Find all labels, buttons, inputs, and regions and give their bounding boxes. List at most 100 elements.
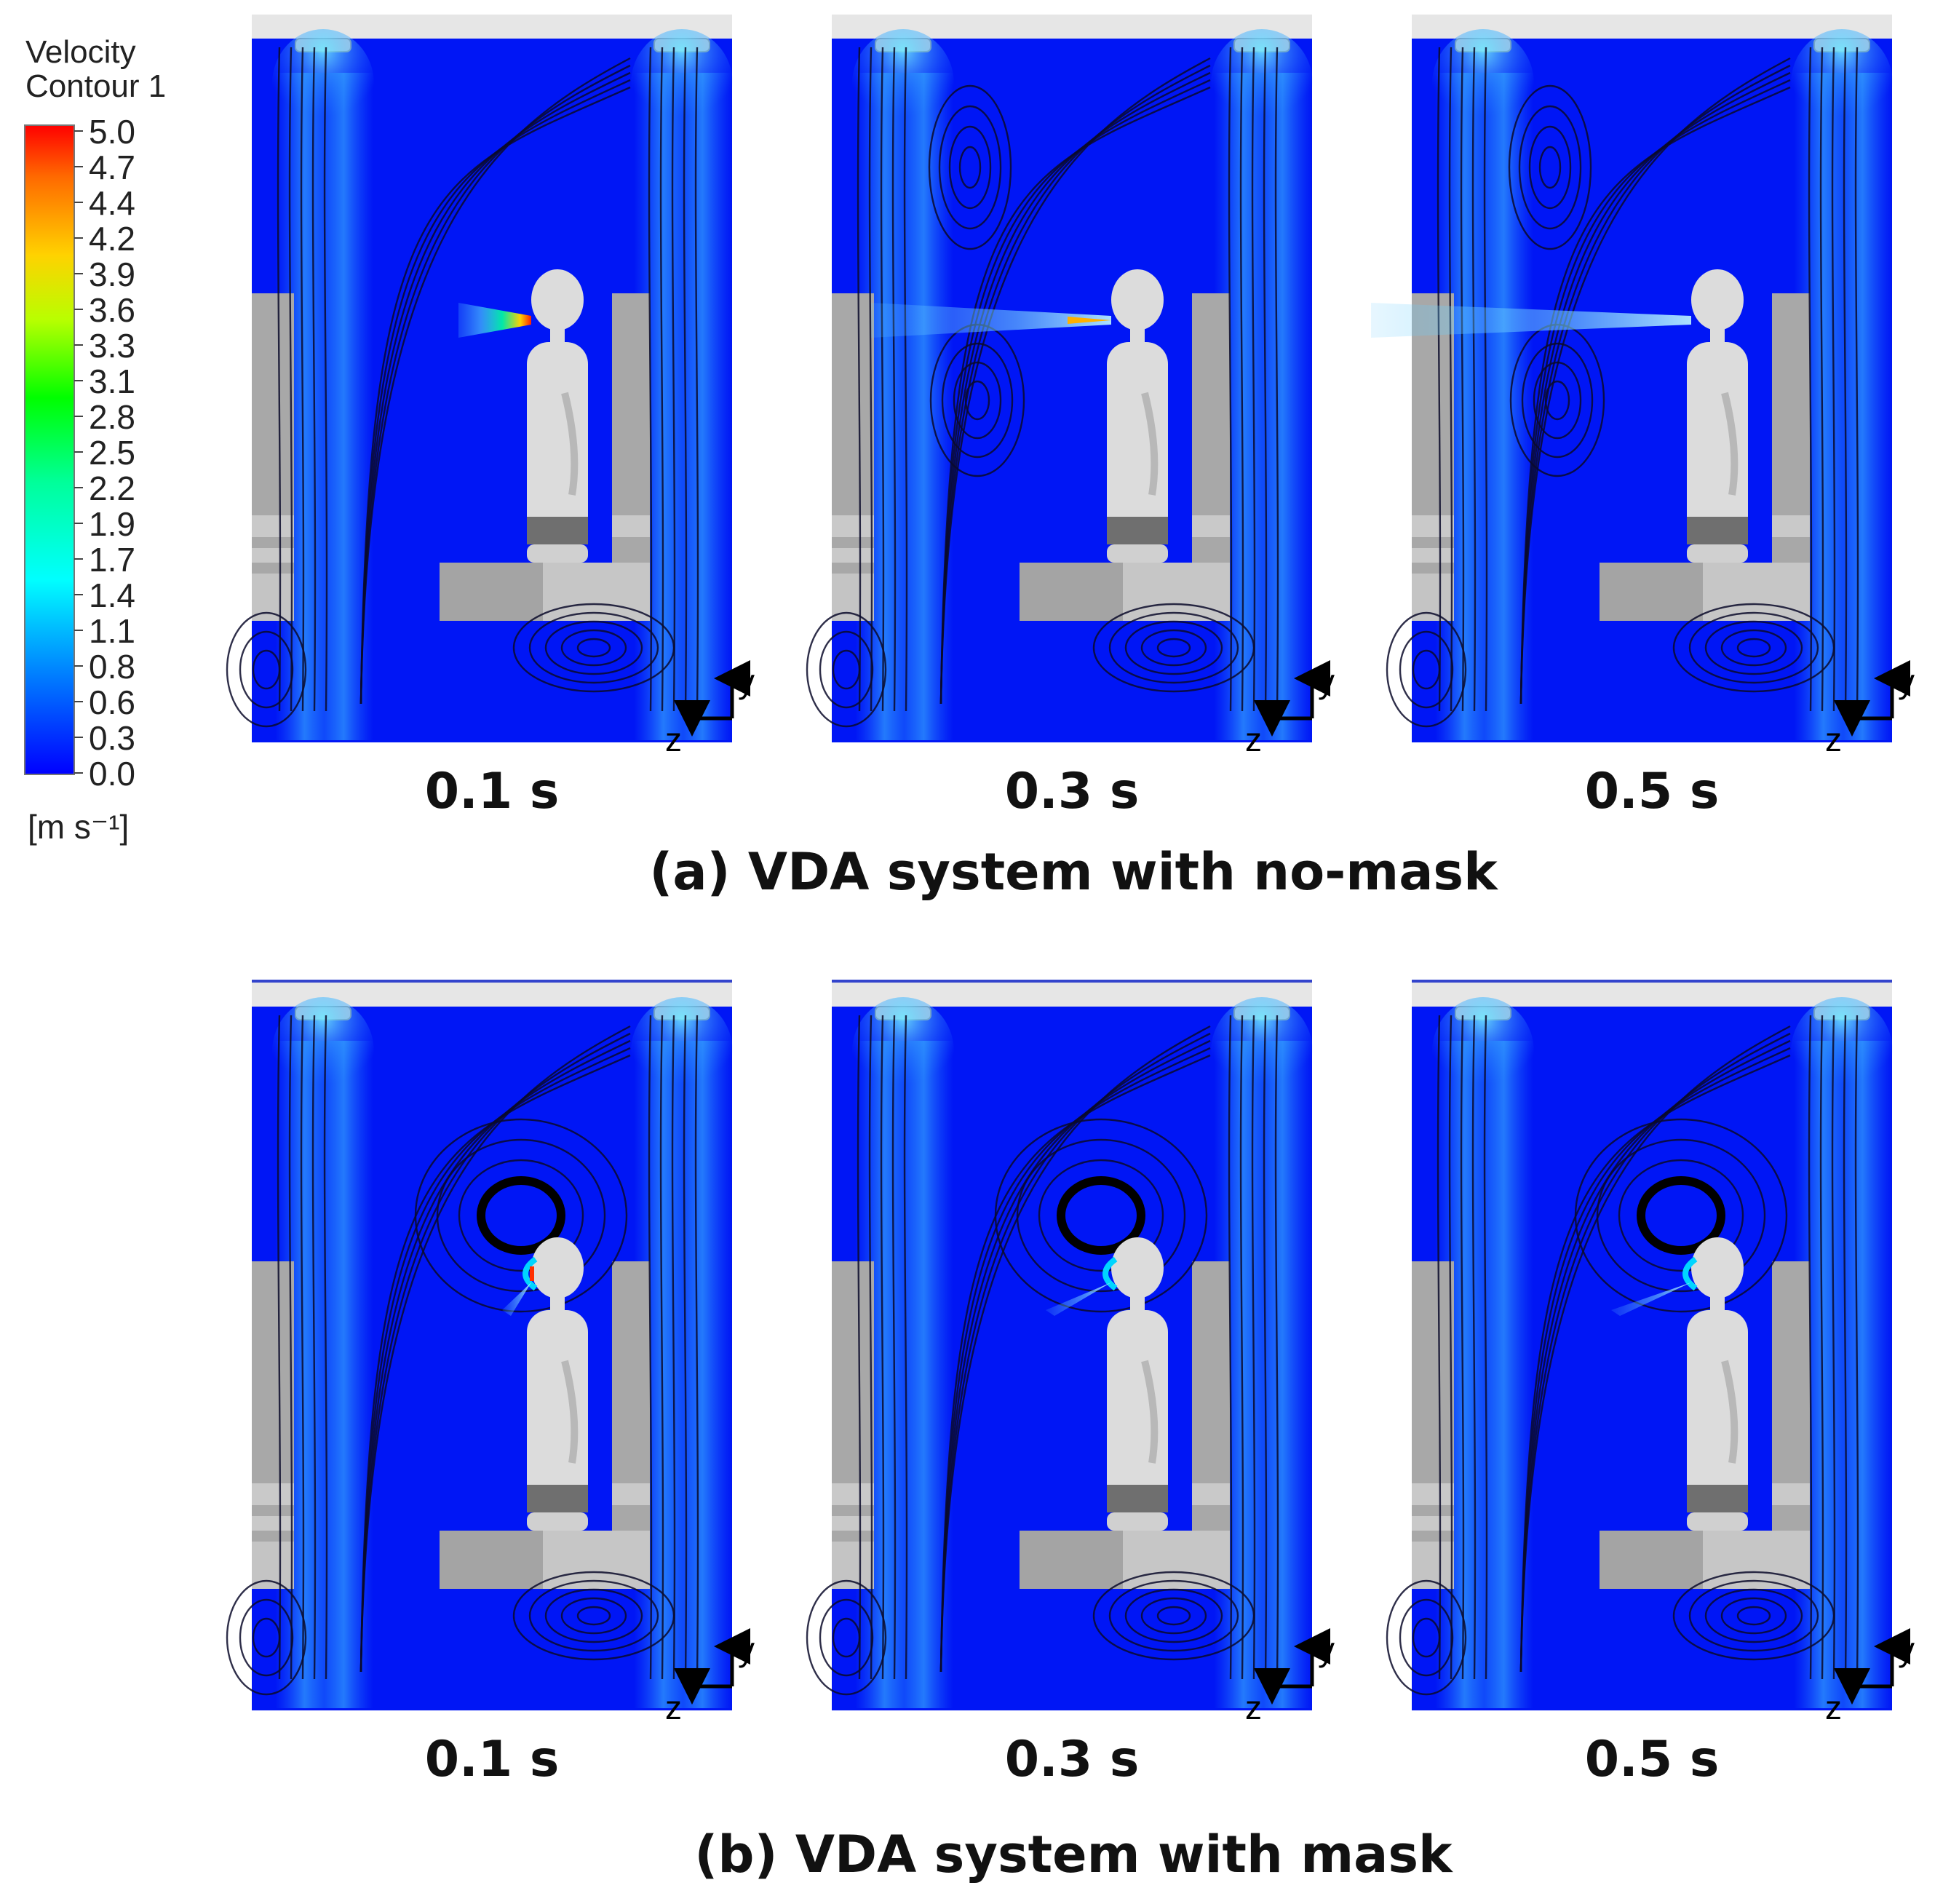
streamline (1448, 47, 1453, 712)
vortex-ring (941, 342, 1014, 459)
vortex-ring (1574, 1118, 1788, 1313)
manikin-legs (1107, 517, 1168, 544)
vortex-ring (1092, 603, 1255, 693)
streamline (891, 1015, 897, 1680)
color-bar (24, 124, 75, 775)
manikin-arm (1141, 1360, 1159, 1464)
legend-tick-label: 5.0 (89, 113, 135, 151)
streamline (1239, 47, 1244, 712)
vortex-ring (994, 1118, 1208, 1313)
vortex-ring (1533, 361, 1582, 440)
z-axis-label: z (1825, 721, 1842, 758)
left-partition (832, 1261, 874, 1589)
partition-panel (1772, 1483, 1810, 1505)
vortex-ring (964, 380, 990, 421)
time-label: 0.3 s (1005, 1731, 1140, 1788)
streamline (694, 47, 699, 712)
jet-core (1068, 317, 1111, 324)
streamline (1274, 47, 1279, 712)
streamline (359, 1039, 631, 1673)
vortex-ring (1538, 146, 1562, 189)
mask-leak-jet (502, 1282, 531, 1316)
streamline (311, 47, 317, 712)
manikin-base (527, 1512, 588, 1531)
mask (1682, 1256, 1698, 1291)
mask-leak-jet (1046, 1282, 1111, 1316)
streamline (648, 1015, 653, 1680)
vortex-ring (512, 603, 675, 693)
vortex-ring (1124, 620, 1223, 675)
left-partition (252, 293, 294, 621)
left-partition (252, 1261, 294, 1589)
partition-panel (1412, 548, 1454, 563)
vortex-ring (948, 125, 992, 210)
time-label: 0.3 s (1005, 763, 1140, 820)
legend-unit: [m s⁻¹] (28, 808, 129, 846)
vortex-ring (1124, 1588, 1223, 1643)
vortex-ring (1508, 84, 1592, 250)
vortex-ring (1156, 638, 1191, 658)
vortex-ring (1038, 1159, 1164, 1272)
streamline (323, 1015, 328, 1680)
vortex-ring (576, 1606, 611, 1626)
manikin-body (1687, 342, 1748, 539)
table-block (1020, 563, 1123, 621)
manikin-base (1107, 1512, 1168, 1531)
manikin-head (1691, 269, 1744, 330)
streamline (903, 47, 908, 712)
streamline (903, 1015, 908, 1680)
z-axis-label: z (665, 721, 682, 758)
streamline (1519, 1025, 1791, 1673)
vortex-ring (1108, 1579, 1239, 1652)
streamline (1239, 1015, 1244, 1680)
partition-panel (1412, 1483, 1454, 1505)
z-axis-label: z (1825, 1689, 1842, 1726)
vortex-ring (239, 630, 294, 709)
streamline (1519, 71, 1791, 705)
vortex-ring (528, 1579, 659, 1652)
streamline (1519, 1047, 1791, 1673)
vortex-ring (512, 1571, 675, 1661)
left-partition (1412, 293, 1454, 621)
streamline (671, 47, 676, 712)
legend-title-line2: Contour 1 (25, 68, 166, 104)
streamline (311, 1015, 317, 1680)
vortex-core (1637, 1176, 1725, 1255)
legend-tick-label: 3.9 (89, 255, 135, 293)
exhaled-jet (871, 303, 1111, 338)
partition-panel (1412, 515, 1454, 537)
y-axis-label: y (738, 662, 755, 700)
streamline (868, 47, 873, 712)
streamline (1808, 47, 1813, 712)
streamline (868, 1015, 873, 1680)
legend-tick-label: 0.8 (89, 648, 135, 686)
table-block (440, 563, 543, 621)
streamline (857, 1015, 862, 1680)
vortex-core (477, 1176, 565, 1255)
streamline (1483, 1015, 1488, 1680)
legend-tick-label: 2.2 (89, 469, 135, 507)
y-axis-label: y (1318, 1630, 1335, 1668)
captions: (a) VDA system with no-mask (b) VDA syste… (649, 842, 1498, 1884)
time-label: 0.1 s (425, 763, 560, 820)
streamline (1483, 47, 1488, 712)
streamline (359, 64, 631, 705)
streamline (659, 1015, 664, 1680)
contour-panel: y z 0.3 s (806, 15, 1335, 820)
streamline (1519, 1032, 1791, 1673)
streamline (671, 1015, 676, 1680)
y-axis-label: y (1898, 662, 1915, 700)
streamline (683, 47, 688, 712)
y-axis-label: y (1898, 1630, 1915, 1668)
vortex-ring (1544, 380, 1570, 421)
vortex-ring (958, 146, 982, 189)
y-axis-label: y (738, 1630, 755, 1668)
partition-panel (612, 515, 650, 537)
streamline (857, 47, 862, 712)
vortex-ring (1140, 1597, 1207, 1635)
partition-panel (252, 515, 294, 537)
streamline (1819, 47, 1824, 712)
partition-panel (832, 1516, 874, 1531)
streamline (939, 86, 1211, 705)
